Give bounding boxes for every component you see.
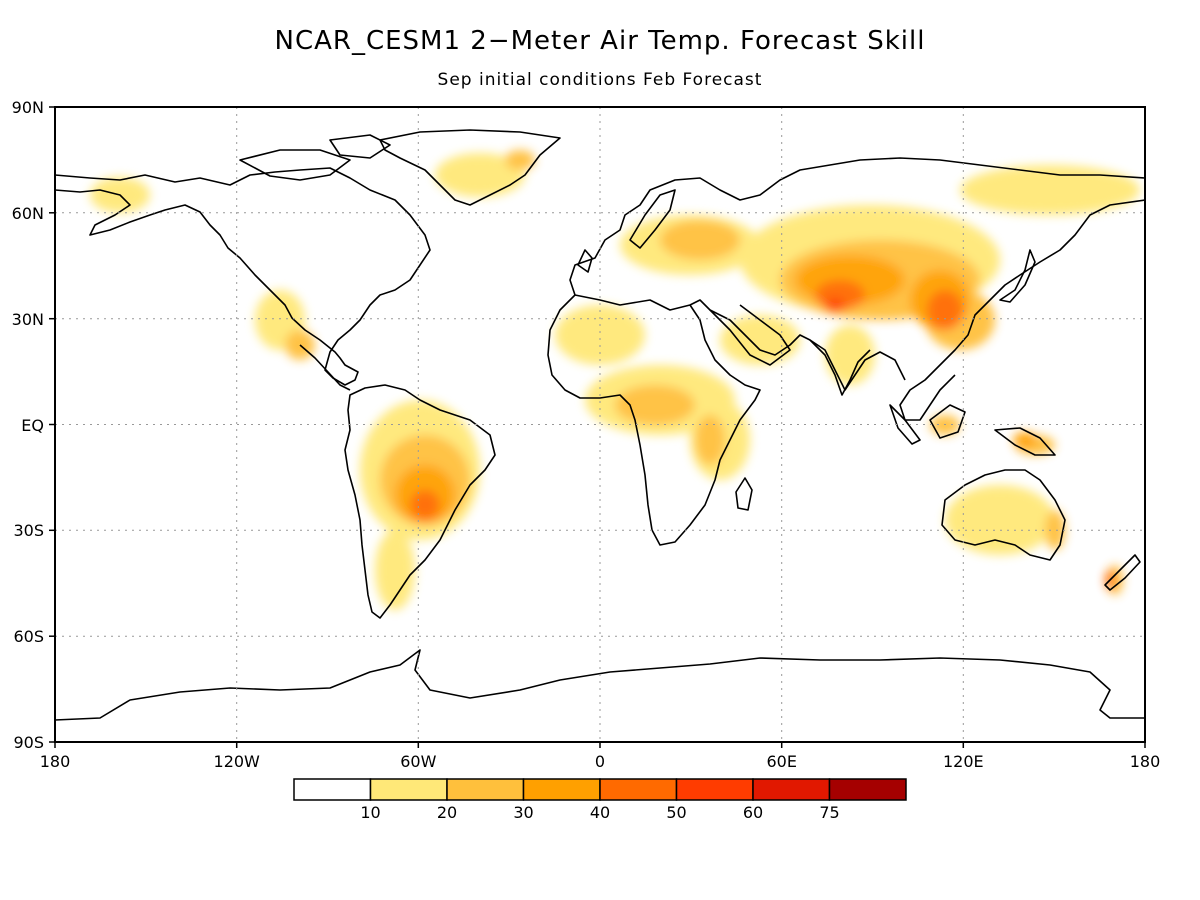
lat-label-30n: 30N (12, 310, 44, 329)
lat-label-90s: 90S (13, 733, 44, 752)
colorbar-label: 75 (819, 803, 839, 822)
colorbar-box-1 (369, 778, 448, 801)
latitude-labels: 90N 60N 30N EQ 30S 60S 90S (12, 98, 44, 752)
colorbar-label: 60 (743, 803, 763, 822)
colorbar-label: 40 (590, 803, 610, 822)
lat-label-60n: 60N (12, 204, 44, 223)
lat-label-60s: 60S (13, 627, 44, 646)
colorbar-labels: 10 20 30 40 50 60 75 (360, 803, 839, 822)
colorbar-box-5 (675, 778, 754, 801)
lon-label-60w: 60W (400, 752, 436, 771)
colorbar (293, 778, 907, 801)
colorbar-box-2 (446, 778, 525, 801)
lon-label-0: 0 (595, 752, 605, 771)
lon-label-180w: 180 (40, 752, 71, 771)
lon-label-180e: 180 (1130, 752, 1161, 771)
colorbar-label: 20 (437, 803, 457, 822)
map-subtitle: Sep initial conditions Feb Forecast (437, 70, 763, 90)
colorbar-label: 50 (666, 803, 686, 822)
colorbar-label: 10 (360, 803, 380, 822)
lat-label-eq: EQ (21, 416, 44, 435)
lon-label-120e: 120E (943, 752, 984, 771)
map-title: NCAR_CESM1 2−Meter Air Temp. Forecast Sk… (274, 26, 926, 56)
lat-label-30s: 30S (13, 521, 44, 540)
longitude-labels: 180 120W 60W 0 60E 120E 180 (40, 752, 1161, 771)
colorbar-box-0 (293, 778, 372, 801)
colorbar-box-6 (752, 778, 831, 801)
colorbar-label: 30 (513, 803, 533, 822)
coastlines (55, 129, 1145, 721)
colorbar-box-3 (522, 778, 601, 801)
lat-label-90n: 90N (12, 98, 44, 117)
colorbar-box-7 (828, 778, 907, 801)
lon-label-60e: 60E (766, 752, 796, 771)
grid-lines (55, 107, 1145, 742)
skill-shading (90, 150, 1140, 610)
lon-label-120w: 120W (214, 752, 261, 771)
colorbar-box-4 (599, 778, 678, 801)
tick-marks (49, 106, 1146, 748)
